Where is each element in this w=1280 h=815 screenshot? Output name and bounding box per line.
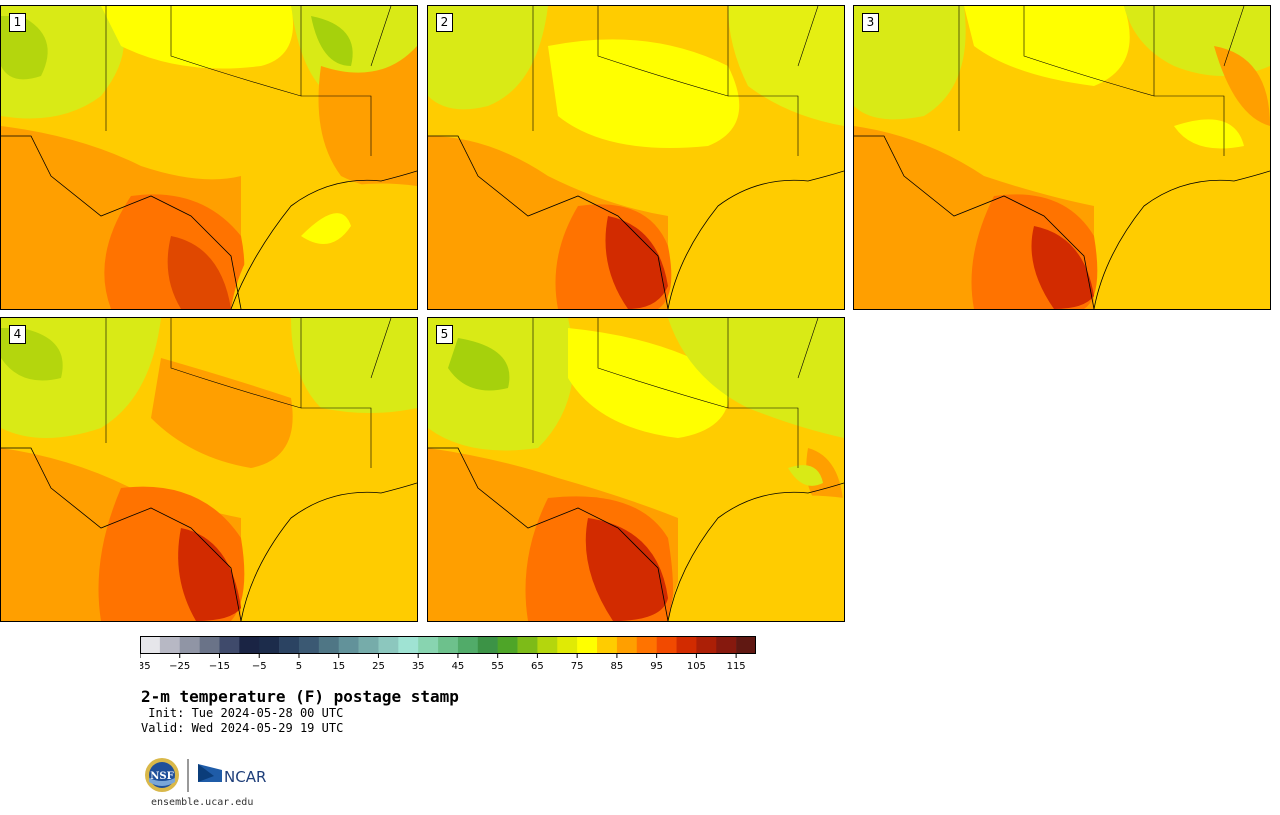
map-panel-3: 3 bbox=[853, 5, 1271, 310]
colorbar-tick-label: 105 bbox=[687, 661, 706, 672]
map-panel-2: 2 bbox=[427, 5, 845, 310]
colorbar-swatch bbox=[497, 636, 518, 654]
colorbar-swatch bbox=[398, 636, 419, 654]
init-time: Init: Tue 2024-05-28 00 UTC bbox=[141, 706, 344, 720]
colorbar-tick-label: −25 bbox=[169, 661, 190, 672]
colorbar-swatch bbox=[636, 636, 657, 654]
map-panel-5: 5 bbox=[427, 317, 845, 622]
colorbar-swatch bbox=[438, 636, 459, 654]
colorbar bbox=[140, 636, 756, 654]
colorbar-swatch bbox=[656, 636, 677, 654]
colorbar-tick-label: −5 bbox=[252, 661, 267, 672]
colorbar-swatch bbox=[537, 636, 558, 654]
colorbar-tick-label: 65 bbox=[531, 661, 544, 672]
colorbar-swatch bbox=[199, 636, 220, 654]
colorbar-swatch bbox=[457, 636, 479, 654]
temperature-map bbox=[854, 6, 1270, 309]
colorbar-swatch bbox=[358, 636, 379, 654]
colorbar-swatch bbox=[179, 636, 200, 654]
colorbar-swatch bbox=[477, 636, 498, 654]
colorbar-swatch bbox=[517, 636, 538, 654]
colorbar-tick-label: 45 bbox=[452, 661, 465, 672]
colorbar-tick-label: 75 bbox=[571, 661, 584, 672]
colorbar-swatch bbox=[140, 636, 161, 654]
colorbar-swatch bbox=[219, 636, 240, 654]
nsf-logo-icon: NSF bbox=[145, 758, 179, 792]
colorbar-tick-label: 15 bbox=[332, 661, 345, 672]
temperature-map bbox=[1, 318, 417, 621]
colorbar-swatch bbox=[298, 636, 320, 654]
panel-label: 2 bbox=[436, 13, 453, 32]
temperature-map bbox=[1, 6, 417, 309]
ncar-logo-icon: NCAR bbox=[198, 764, 266, 786]
colorbar-swatch bbox=[577, 636, 598, 654]
colorbar-swatch bbox=[736, 636, 756, 654]
chart-title: 2-m temperature (F) postage stamp bbox=[141, 687, 459, 706]
colorbar-tick-label: 25 bbox=[372, 661, 385, 672]
temperature-map bbox=[428, 6, 844, 309]
valid-time: Valid: Wed 2024-05-29 19 UTC bbox=[141, 721, 344, 735]
panel-label: 3 bbox=[862, 13, 879, 32]
footer-url: ensemble.ucar.edu bbox=[151, 797, 254, 808]
colorbar-tick-label: 35 bbox=[412, 661, 425, 672]
colorbar-ticks: −35 −25 −15 −5 5 15 25 35 45 55 65 75 85 95 105 115 bbox=[140, 654, 746, 672]
colorbar-swatch bbox=[239, 636, 260, 654]
ncar-logo-text: NCAR bbox=[224, 768, 266, 786]
panel-label: 5 bbox=[436, 325, 453, 344]
colorbar-tick-label: −15 bbox=[209, 661, 230, 672]
colorbar-swatch bbox=[557, 636, 578, 654]
temperature-map bbox=[428, 318, 844, 621]
map-panel-1: 1 bbox=[0, 5, 418, 310]
map-panel-4: 4 bbox=[0, 317, 418, 622]
colorbar-tick-label: 5 bbox=[296, 661, 302, 672]
colorbar-swatch bbox=[318, 636, 340, 654]
colorbar-swatch bbox=[418, 636, 439, 654]
colorbar-swatch bbox=[279, 636, 300, 654]
colorbar-swatch bbox=[597, 636, 618, 654]
colorbar-tick-label: 115 bbox=[727, 661, 746, 672]
colorbar-swatch bbox=[338, 636, 359, 654]
colorbar-tick-label: 95 bbox=[650, 661, 663, 672]
panel-label: 4 bbox=[9, 325, 26, 344]
colorbar-swatch bbox=[716, 636, 737, 654]
colorbar-border bbox=[140, 636, 756, 654]
colorbar-swatch bbox=[159, 636, 181, 654]
nsf-logo-text: NSF bbox=[150, 771, 173, 782]
colorbar-swatch bbox=[696, 636, 717, 654]
logos: NSF NCAR bbox=[145, 758, 266, 792]
panel-label: 1 bbox=[9, 13, 26, 32]
colorbar-swatch bbox=[676, 636, 697, 654]
colorbar-tick-label: −35 bbox=[140, 661, 151, 672]
colorbar-tick-label: 55 bbox=[491, 661, 504, 672]
colorbar-tick-label: 85 bbox=[611, 661, 624, 672]
colorbar-swatch bbox=[616, 636, 638, 654]
colorbar-swatch bbox=[378, 636, 399, 654]
colorbar-swatch bbox=[259, 636, 280, 654]
